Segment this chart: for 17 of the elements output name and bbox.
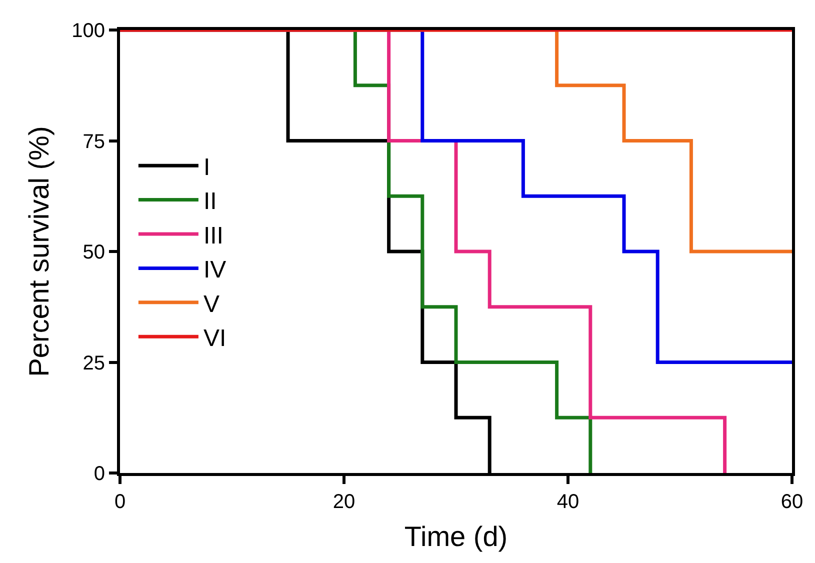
legend-label: IV [203,256,226,284]
y-tick-label: 75 [82,130,105,153]
y-tick-label: 50 [82,242,105,264]
x-tick-label: 20 [332,491,356,513]
legend-label: VI [203,324,226,352]
x-tick-label: 60 [780,491,804,513]
legend-label: II [203,188,217,216]
y-tick-label: 25 [82,352,105,374]
y-tick-label: 0 [94,463,105,485]
legend-label: III [203,222,224,250]
legend-label: I [203,154,210,181]
y-axis-title: Percent survival (%) [23,126,54,377]
x-tick-label: 0 [114,491,126,513]
x-axis-title: Time (d) [404,521,508,552]
legend-label: V [203,290,220,318]
y-tick-label: 100 [72,20,105,42]
x-tick-label: 40 [556,491,580,513]
